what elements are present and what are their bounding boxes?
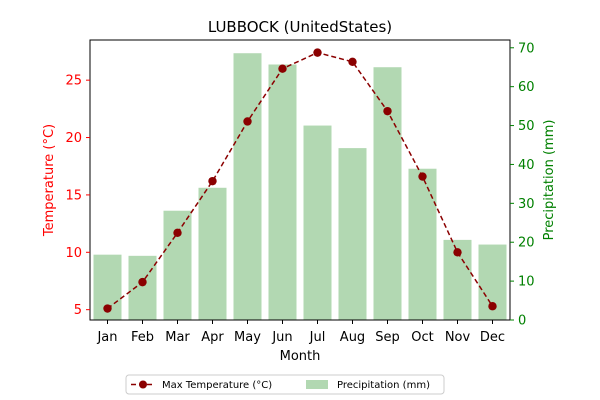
legend-bar-swatch (306, 380, 328, 389)
precip-bar-sep (373, 67, 402, 320)
precip-bar-oct (408, 168, 437, 320)
x-tick-label-aug: Aug (340, 330, 365, 345)
precip-bar-jun (268, 64, 297, 320)
precip-bar-jul (303, 125, 332, 320)
temperature-point-feb (138, 277, 147, 287)
y-axis-left-label: Temperature (°C) (42, 124, 57, 237)
x-tick-label-may: May (234, 330, 261, 345)
y-axis-left: 5 10 15 20 25 (65, 74, 90, 318)
x-tick-label-oct: Oct (411, 330, 433, 345)
y-right-tick-label-30: 30 (518, 197, 535, 212)
temperature-point-mar (173, 228, 182, 237)
x-axis-label: Month (280, 349, 321, 364)
temperature-point-dec (488, 302, 497, 311)
temperature-point-nov (453, 248, 462, 257)
temperature-point-apr (208, 176, 217, 186)
precip-bar-feb (128, 255, 157, 320)
x-tick-label-feb: Feb (131, 330, 154, 345)
y-right-tick-label-10: 10 (518, 275, 535, 290)
x-tick-label-mar: Mar (165, 330, 190, 345)
y-right-tick-label-60: 60 (518, 80, 535, 95)
y-right-tick-label-50: 50 (518, 119, 535, 134)
y-left-tick-label-25: 25 (65, 74, 82, 89)
bars-layer (93, 53, 507, 320)
y-right-tick-label-40: 40 (518, 158, 535, 173)
y-right-tick-label-20: 20 (518, 236, 535, 251)
temperature-line (107, 51, 494, 310)
y-axis-right-label: Precipitation (mm) (542, 120, 557, 241)
legend-label-temperature: Max Temperature (°C) (162, 380, 272, 391)
y-right-tick-label-70: 70 (518, 41, 535, 56)
legend: Max Temperature (°C) Precipitation (mm) (125, 374, 445, 395)
y-left-tick-label-15: 15 (65, 188, 82, 203)
temperature-point-jul (313, 48, 322, 57)
temperature-point-jun (278, 64, 287, 73)
line-layer (103, 48, 497, 313)
chart-title: LUBBOCK (UnitedStates) (208, 18, 392, 36)
legend-box (125, 374, 445, 395)
precip-bar-may (233, 53, 262, 320)
legend-line-marker (139, 380, 147, 389)
y-axis-right: 0 10 20 30 40 50 60 70 (510, 41, 535, 329)
temperature-point-aug (348, 57, 357, 67)
y-left-tick-label-5: 5 (74, 303, 82, 318)
temperature-point-may (243, 117, 252, 126)
x-tick-label-apr: Apr (201, 330, 224, 345)
y-right-tick-label-0: 0 (518, 314, 526, 329)
y-left-tick-label-20: 20 (65, 131, 82, 146)
x-tick-label-dec: Dec (480, 330, 505, 345)
y-left-tick-label-10: 10 (65, 246, 82, 261)
x-tick-label-nov: Nov (445, 330, 471, 345)
temperature-point-sep (383, 106, 392, 116)
legend-label-precipitation: Precipitation (mm) (337, 380, 430, 391)
temperature-point-oct (418, 172, 427, 181)
precip-bar-aug (338, 148, 367, 320)
x-tick-label-sep: Sep (375, 330, 400, 345)
x-axis: Jan Feb Mar Apr May Jun Jul Aug Sep Oct Nov Dec (96, 320, 505, 345)
precip-bar-mar (163, 210, 192, 320)
plot-frame (89, 39, 511, 321)
temperature-point-jan (103, 304, 112, 313)
x-tick-label-jan: Jan (96, 330, 117, 345)
x-tick-label-jun: Jun (271, 330, 292, 345)
precip-bar-apr (198, 187, 227, 320)
x-tick-label-jul: Jul (309, 330, 326, 345)
